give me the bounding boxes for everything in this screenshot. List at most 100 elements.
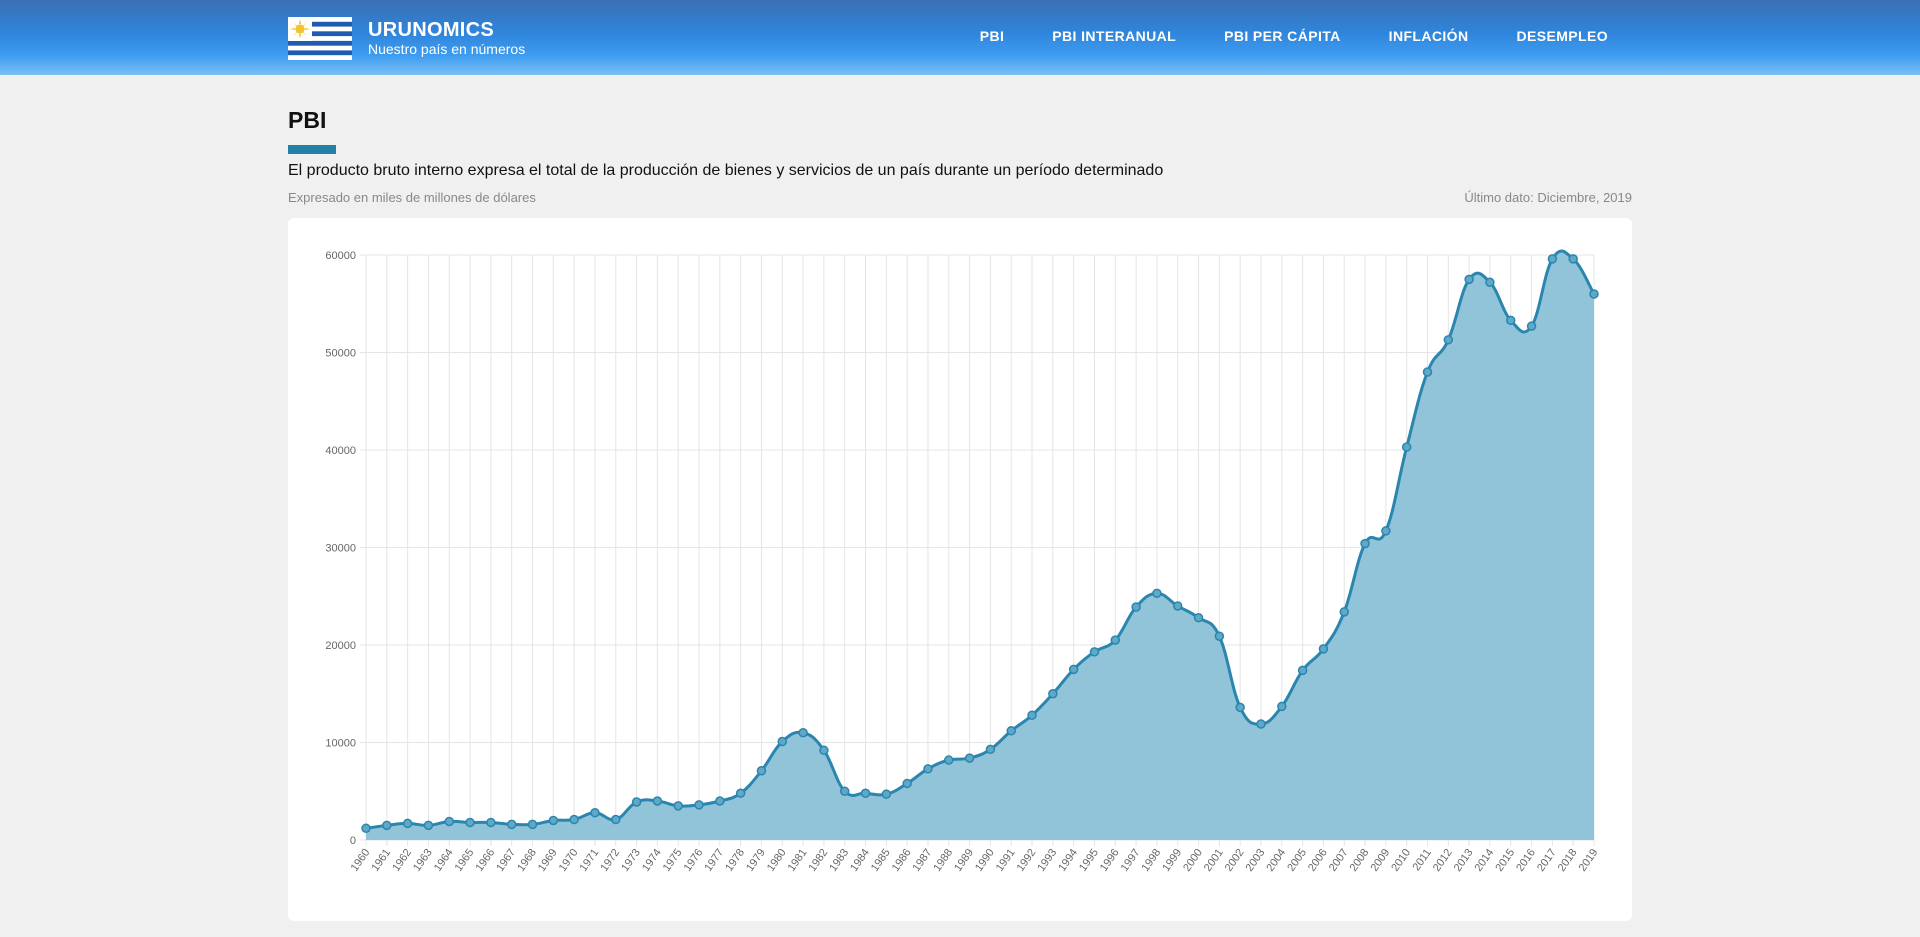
data-point-1997[interactable] [1131, 602, 1141, 612]
data-point-1991[interactable] [1006, 726, 1016, 736]
data-point-2005[interactable] [1297, 665, 1308, 676]
x-tick-label: 1994 [1056, 847, 1080, 874]
unit-note: Expresado en miles de millones de dólare… [288, 190, 536, 205]
data-point-1977[interactable] [715, 796, 725, 806]
data-point-1993[interactable] [1048, 689, 1058, 699]
data-point-1961[interactable] [382, 820, 392, 831]
x-tick-label: 2014 [1473, 847, 1497, 874]
data-point-2010[interactable] [1401, 442, 1412, 452]
x-tick-label: 2015 [1493, 847, 1517, 874]
nav-item-pbi[interactable]: PBI [979, 28, 1005, 44]
nav-item-pbi-interanual[interactable]: PBI INTERANUAL [1052, 28, 1177, 44]
y-tick-label: 40000 [325, 445, 356, 457]
x-tick-label: 1979 [744, 847, 768, 874]
data-point-1982[interactable] [819, 745, 829, 756]
x-tick-label: 2004 [1264, 847, 1288, 874]
data-point-1971[interactable] [590, 807, 600, 818]
chart-area-layer [365, 249, 1596, 841]
data-point-1960[interactable] [361, 823, 371, 834]
data-point-2012[interactable] [1443, 335, 1454, 345]
data-point-1984[interactable] [860, 788, 871, 798]
data-point-1981[interactable] [798, 728, 808, 738]
x-tick-label: 1975 [661, 847, 685, 874]
data-point-1983[interactable] [839, 786, 850, 796]
data-point-1986[interactable] [902, 778, 912, 789]
brand[interactable]: URUNOMICS Nuestro país en números [288, 16, 525, 60]
data-point-1969[interactable] [548, 815, 559, 826]
x-tick-label: 1999 [1160, 847, 1184, 874]
nav-item-pbi-per-capita[interactable]: PBI PER CÁPITA [1224, 28, 1341, 44]
x-tick-label: 1964 [432, 847, 456, 874]
data-point-2014[interactable] [1485, 277, 1495, 288]
data-point-1976[interactable] [694, 800, 704, 810]
data-point-1972[interactable] [611, 814, 621, 825]
nav-item-desempleo[interactable]: DESEMPLEO [1516, 28, 1608, 44]
nav-item-inflacion[interactable]: INFLACIÓN [1388, 28, 1469, 44]
data-point-1989[interactable] [964, 753, 975, 763]
data-point-1996[interactable] [1110, 635, 1121, 645]
data-point-1968[interactable] [527, 819, 538, 830]
x-tick-label: 2013 [1452, 847, 1476, 874]
data-point-1963[interactable] [423, 820, 434, 831]
data-point-1978[interactable] [735, 788, 746, 798]
data-point-2013[interactable] [1464, 274, 1474, 285]
data-point-1973[interactable] [631, 797, 642, 807]
x-tick-label: 1970 [557, 847, 581, 874]
data-point-1988[interactable] [944, 755, 954, 765]
data-point-2016[interactable] [1526, 321, 1537, 331]
data-point-1965[interactable] [465, 817, 475, 828]
data-point-1966[interactable] [486, 817, 496, 828]
uruguay-flag-icon [288, 16, 352, 60]
data-point-2015[interactable] [1505, 315, 1516, 326]
data-point-2009[interactable] [1381, 526, 1391, 536]
data-point-2006[interactable] [1318, 644, 1329, 654]
y-tick-label: 20000 [325, 640, 356, 652]
x-tick-label: 1976 [682, 847, 706, 874]
data-point-2007[interactable] [1339, 607, 1349, 617]
data-point-1998[interactable] [1152, 588, 1162, 599]
data-point-1990[interactable] [985, 744, 996, 755]
data-point-2019[interactable] [1589, 289, 1599, 299]
data-point-1974[interactable] [652, 796, 663, 806]
gdp-area-chart[interactable]: 0 10000 20000 30000 40000 50000 60000 19601961… [288, 218, 1632, 921]
x-tick-label: 1981 [786, 847, 810, 874]
y-tick-label: 60000 [325, 250, 356, 262]
data-point-2018[interactable] [1568, 254, 1578, 264]
data-point-2008[interactable] [1360, 538, 1370, 549]
page-description: El producto bruto interno expresa el tot… [288, 162, 1164, 179]
data-point-2017[interactable] [1547, 254, 1558, 264]
data-point-1999[interactable] [1172, 601, 1183, 611]
title-accent-bar [288, 145, 336, 154]
data-point-1964[interactable] [444, 816, 455, 827]
data-point-1992[interactable] [1027, 710, 1037, 720]
data-point-1967[interactable] [506, 819, 517, 830]
chart-points-layer [361, 254, 1599, 834]
data-point-1980[interactable] [777, 736, 788, 747]
x-tick-label: 1966 [473, 847, 497, 874]
data-point-2001[interactable] [1214, 631, 1225, 641]
data-point-1995[interactable] [1089, 647, 1100, 657]
data-point-2011[interactable] [1422, 367, 1433, 377]
data-point-1987[interactable] [923, 764, 933, 774]
x-tick-label: 2011 [1411, 847, 1434, 873]
x-tick-label: 1978 [723, 847, 747, 874]
data-point-2003[interactable] [1256, 719, 1266, 729]
x-tick-label: 1967 [494, 847, 518, 874]
data-point-2002[interactable] [1235, 702, 1245, 713]
data-point-1962[interactable] [402, 818, 413, 829]
data-point-2000[interactable] [1193, 612, 1204, 623]
data-point-1985[interactable] [881, 789, 892, 799]
x-tick-label: 1997 [1119, 847, 1143, 874]
x-tick-label: 1971 [578, 847, 602, 874]
data-point-1970[interactable] [569, 814, 579, 825]
x-tick-label: 2002 [1223, 847, 1247, 874]
x-tick-label: 1974 [640, 847, 664, 874]
data-point-2004[interactable] [1277, 701, 1287, 712]
x-tick-label: 1995 [1077, 847, 1101, 874]
data-point-1975[interactable] [673, 801, 683, 811]
y-tick-label: 50000 [325, 348, 356, 360]
x-tick-label: 1983 [827, 847, 851, 874]
page-title: PBI [288, 107, 327, 133]
data-point-1979[interactable] [756, 766, 767, 776]
data-point-1994[interactable] [1068, 664, 1079, 675]
